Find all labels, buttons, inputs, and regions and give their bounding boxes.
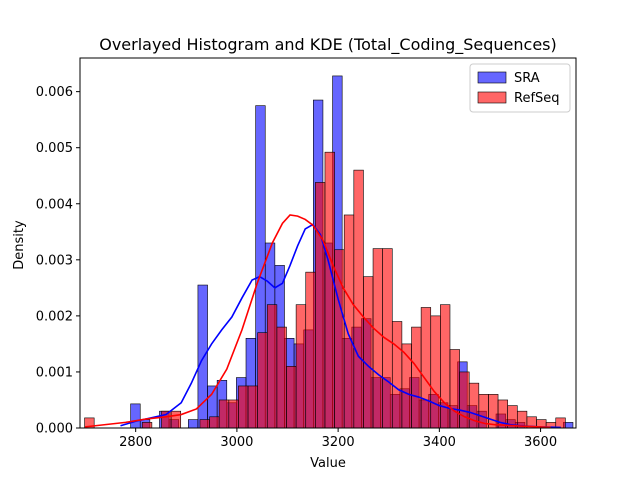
histogram-bar-refseq-3 [170,410,182,429]
y-tick-label-0: 0.000 [36,422,73,437]
histogram-bar-refseq-8 [238,385,249,429]
plot-area: 2800 3000 3200 3400 3600 0.000 0.001 0.002 0.003… [36,57,577,450]
histogram-bar-refseq-5 [209,416,220,429]
histogram-bar-refseq-26 [411,326,422,429]
x-axis-label: Value [310,456,346,471]
histogram-bar-sra-0 [130,403,141,429]
histogram-bar-refseq-20 [353,169,364,429]
kde-line-refseq [84,214,551,429]
histogram-bar-refseq-12 [276,326,287,429]
y-tick-label-1: 0.001 [36,365,73,380]
histogram-bar-refseq-1 [141,422,153,429]
histogram-bar-refseq-21 [363,276,374,429]
histogram-bar-refseq-13 [286,366,297,429]
histogram-bar-refseq-19 [343,214,355,429]
axes-frame [79,57,577,429]
kde-line-sra [120,223,561,429]
histogram-bar-refseq-24 [391,321,403,429]
histogram-bar-refseq-17 [324,151,335,429]
histogram-bar-refseq-14 [295,304,307,429]
histogram-bar-refseq-9 [247,385,258,429]
x-tick-label-4: 3600 [524,435,557,450]
histogram-bar-refseq-4 [199,419,210,429]
x-tick-label-0: 2800 [119,435,152,450]
histogram-bar-refseq-11 [266,304,278,429]
y-tick-label-6: 0.006 [36,85,73,100]
legend-swatch-sra [477,71,507,84]
histogram-bar-refseq-7 [228,399,239,429]
y-tick-label-5: 0.005 [36,141,73,156]
chart-title: Overlayed Histogram and KDE (Total_Codin… [99,35,557,55]
histogram-bar-refseq-6 [218,399,230,429]
histogram-bar-refseq-41 [555,417,566,429]
histogram-bar-refseq-16 [315,182,326,429]
y-tick-label-4: 0.004 [36,197,73,212]
legend-swatch-refseq [477,91,507,104]
legend-label-refseq: RefSeq [514,91,560,106]
histogram-bar-refseq-27 [420,307,432,429]
x-tick-label-3: 3400 [423,435,456,450]
histogram-bar-refseq-34 [488,394,499,429]
histogram-bar-sra-4 [188,419,199,429]
x-tick-label-2: 3200 [322,435,355,450]
histogram-bar-refseq-15 [305,271,316,429]
histogram-bar-refseq-29 [440,304,451,429]
y-axis-label: Density [12,220,27,270]
histogram-bar-refseq-22 [372,248,383,429]
histogram-bar-refseq-10 [257,332,268,429]
histogram-bar-refseq-18 [334,249,345,429]
histogram-bar-refseq-31 [459,371,470,429]
legend-label-sra: SRA [514,71,540,86]
y-tick-label-2: 0.002 [36,309,73,324]
histogram-bar-refseq-30 [449,349,460,429]
histogram-bar-refseq-28 [430,315,441,429]
x-tick-label-1: 3000 [220,435,253,450]
y-tick-label-3: 0.003 [36,253,73,268]
